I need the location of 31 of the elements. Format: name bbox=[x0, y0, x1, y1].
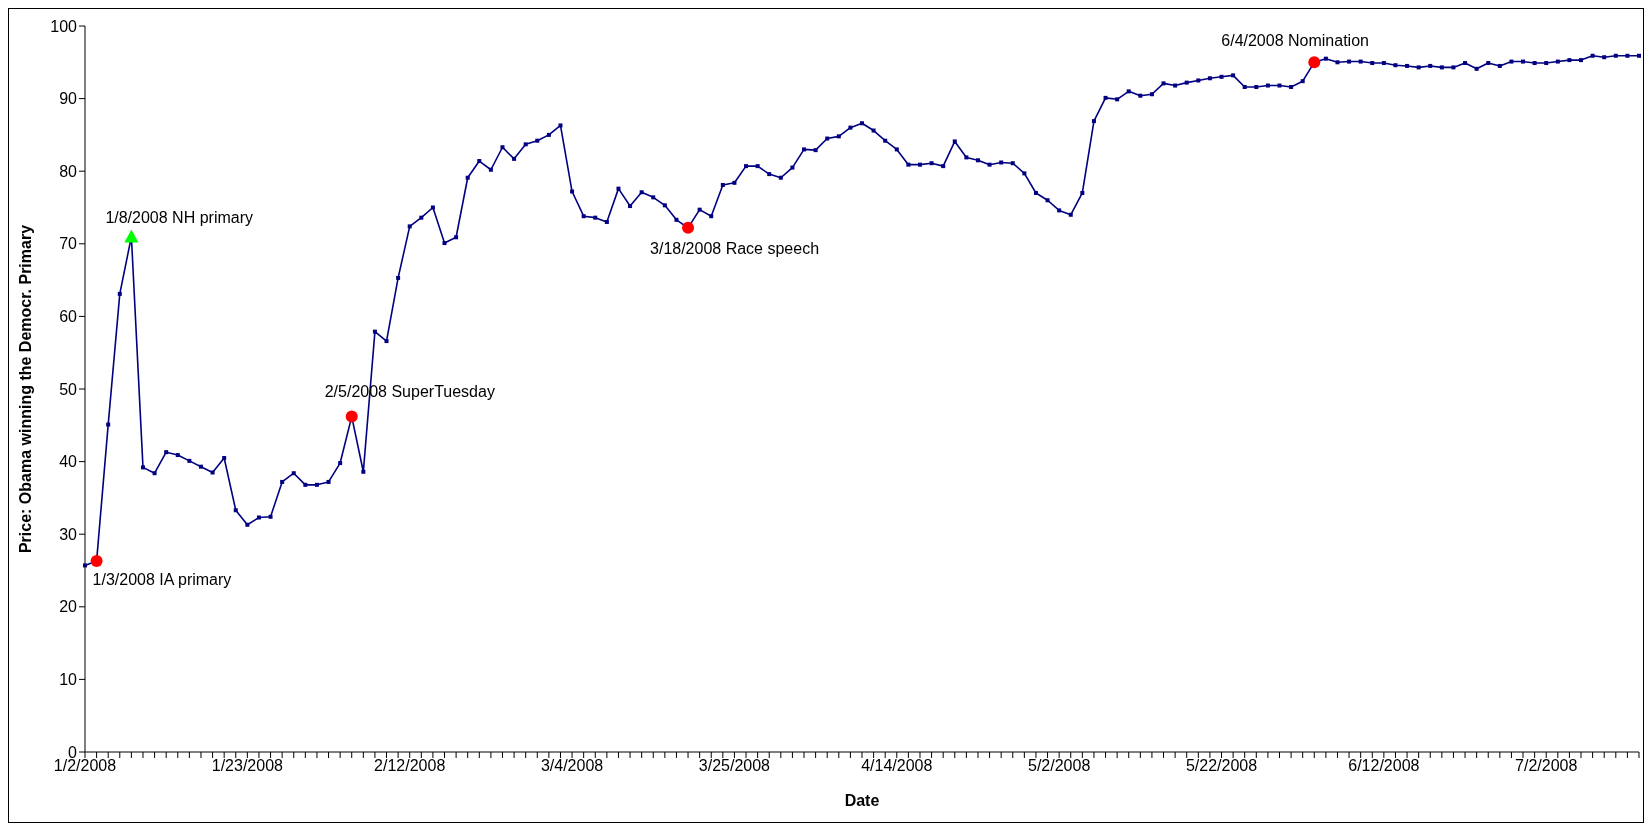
x-axis-title: Date bbox=[844, 792, 880, 809]
y-tick-label: 100 bbox=[50, 17, 78, 35]
x-tick-label: 5/22/2008 bbox=[1185, 757, 1258, 775]
data-label: 1/8/2008 NH primary bbox=[105, 208, 254, 226]
y-tick-label: 30 bbox=[59, 525, 78, 543]
y-tick-label: 20 bbox=[59, 598, 78, 616]
y-axis-title: Price: Obama winning the Democr. Primary bbox=[16, 224, 34, 554]
y-tick-label: 70 bbox=[59, 235, 78, 253]
data-label: 6/4/2008 Nomination bbox=[1221, 32, 1369, 50]
x-tick-label: 4/14/2008 bbox=[861, 757, 933, 775]
y-tick-label: 40 bbox=[59, 453, 78, 471]
x-tick-label: 3/4/2008 bbox=[540, 757, 604, 775]
point bbox=[1308, 56, 1321, 69]
data-label: 1/3/2008 IA primary bbox=[92, 571, 232, 589]
x-tick-label: 2/12/2008 bbox=[374, 757, 446, 775]
x-tick-label: 5/2/2008 bbox=[1028, 757, 1091, 775]
point bbox=[345, 410, 358, 423]
y-tick-label: 90 bbox=[59, 90, 78, 108]
x-tick-label: 1/2/2008 bbox=[53, 757, 117, 775]
point bbox=[682, 221, 695, 234]
y-tick-label: 60 bbox=[59, 308, 78, 326]
y-tick-label: 10 bbox=[59, 671, 78, 689]
data-label: 3/18/2008 Race speech bbox=[650, 239, 820, 257]
y-tick-label: 80 bbox=[59, 162, 78, 180]
point bbox=[124, 229, 139, 243]
x-tick-label: 1/23/2008 bbox=[211, 757, 284, 775]
x-tick-label: 7/2/2008 bbox=[1515, 757, 1578, 775]
point bbox=[90, 555, 103, 568]
x-tick-label: 3/25/2008 bbox=[698, 757, 771, 775]
x-tick-label: 6/12/2008 bbox=[1348, 757, 1420, 775]
y-tick-label: 50 bbox=[59, 380, 78, 398]
